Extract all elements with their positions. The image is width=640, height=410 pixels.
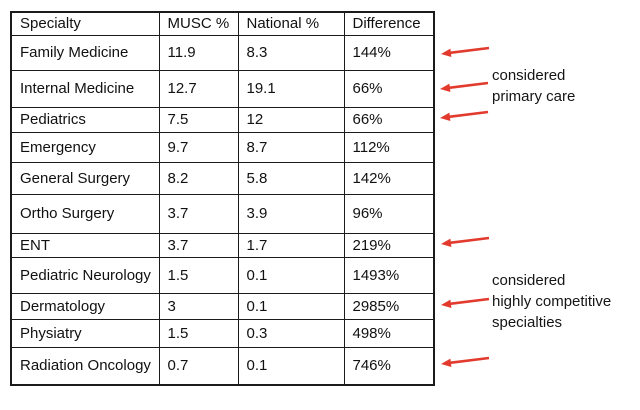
specialty-cell: Pediatrics: [10, 106, 160, 133]
table-row: Emergency 9.7 8.7 112%: [10, 131, 435, 163]
annotation-line: considered: [492, 67, 566, 84]
musc-cell: 3.7: [158, 232, 239, 258]
national-cell: 8.7: [237, 131, 345, 163]
national-cell: 3.9: [237, 193, 345, 234]
difference-cell: 144%: [343, 34, 435, 71]
national-cell: 0.1: [237, 256, 345, 294]
national-cell: 1.7: [237, 232, 345, 258]
specialty-cell: Ortho Surgery: [10, 193, 160, 234]
difference-cell: 2985%: [343, 292, 435, 320]
specialty-cell: Pediatric Neurology: [10, 256, 160, 294]
musc-cell: 3: [158, 292, 239, 320]
table-row: Ortho Surgery 3.7 3.9 96%: [10, 193, 435, 234]
musc-cell: 12.7: [158, 69, 239, 108]
national-cell: 5.8: [237, 161, 345, 195]
specialty-cell: General Surgery: [10, 161, 160, 195]
difference-cell: 219%: [343, 232, 435, 258]
annotation-line: specialties: [492, 314, 563, 331]
table-row: General Surgery 8.2 5.8 142%: [10, 161, 435, 195]
arrow-pediatrics-icon: [440, 110, 489, 121]
difference-cell: 112%: [343, 131, 435, 163]
musc-cell: 3.7: [158, 193, 239, 234]
musc-cell: 1.5: [158, 256, 239, 294]
annotation-line: considered: [492, 272, 566, 289]
table-row: Dermatology 3 0.1 2985%: [10, 292, 435, 320]
musc-cell: 8.2: [158, 161, 239, 195]
arrow-family-medicine-icon: [441, 46, 490, 57]
table-header-row: Specialty MUSC % National % Difference: [10, 11, 435, 36]
annotation-line: highly competitive: [492, 293, 612, 310]
national-cell: 0.1: [237, 346, 345, 386]
annotation-line: primary care: [492, 88, 576, 105]
specialty-cell: Dermatology: [10, 292, 160, 320]
difference-cell: 498%: [343, 318, 435, 348]
musc-cell: 11.9: [158, 34, 239, 71]
specialty-cell: Family Medicine: [10, 34, 160, 71]
musc-cell: 9.7: [158, 131, 239, 163]
arrow-internal-medicine-icon: [440, 81, 489, 92]
table-row: Physiatry 1.5 0.3 498%: [10, 318, 435, 348]
specialty-cell: Emergency: [10, 131, 160, 163]
difference-cell: 1493%: [343, 256, 435, 294]
table-row: Radiation Oncology 0.7 0.1 746%: [10, 346, 435, 386]
musc-cell: 0.7: [158, 346, 239, 386]
specialty-cell: ENT: [10, 232, 160, 258]
difference-cell: 746%: [343, 346, 435, 386]
header-difference: Difference: [343, 11, 435, 36]
difference-cell: 66%: [343, 106, 435, 133]
musc-cell: 7.5: [158, 106, 239, 133]
specialty-cell: Internal Medicine: [10, 69, 160, 108]
header-specialty: Specialty: [10, 11, 160, 36]
difference-cell: 66%: [343, 69, 435, 108]
national-cell: 12: [237, 106, 345, 133]
annotation-highly-competitive: considered highly competitive specialtie…: [492, 270, 611, 333]
table-row: Family Medicine 11.9 8.3 144%: [10, 34, 435, 71]
table-row: Internal Medicine 12.7 19.1 66%: [10, 69, 435, 108]
national-cell: 0.3: [237, 318, 345, 348]
specialty-cell: Physiatry: [10, 318, 160, 348]
difference-cell: 142%: [343, 161, 435, 195]
difference-cell: 96%: [343, 193, 435, 234]
national-cell: 19.1: [237, 69, 345, 108]
arrow-ent-icon: [441, 236, 490, 247]
table-row: Pediatric Neurology 1.5 0.1 1493%: [10, 256, 435, 294]
table-row: ENT 3.7 1.7 219%: [10, 232, 435, 258]
header-musc: MUSC %: [158, 11, 239, 36]
specialty-cell: Radiation Oncology: [10, 346, 160, 386]
arrow-radiation-oncology-icon: [441, 356, 490, 367]
arrow-dermatology-icon: [441, 297, 490, 308]
annotation-primary-care: considered primary care: [492, 65, 575, 107]
national-cell: 0.1: [237, 292, 345, 320]
national-cell: 8.3: [237, 34, 345, 71]
specialty-table: Specialty MUSC % National % Difference F…: [10, 11, 435, 386]
header-national: National %: [237, 11, 345, 36]
table-row: Pediatrics 7.5 12 66%: [10, 106, 435, 133]
musc-cell: 1.5: [158, 318, 239, 348]
